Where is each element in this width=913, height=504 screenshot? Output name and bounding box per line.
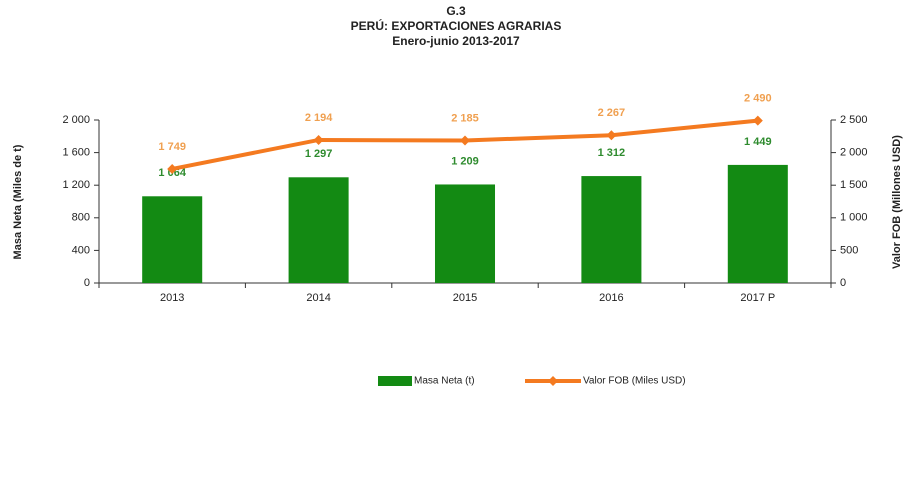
data-label: 1 297	[305, 148, 333, 160]
bar	[142, 196, 203, 283]
data-label: 1 449	[744, 136, 772, 148]
data-label: 2 267	[598, 107, 626, 119]
line-marker	[752, 115, 763, 126]
legend-label: Masa Neta (t)	[414, 376, 475, 387]
x-tick-label: 2013	[160, 292, 184, 304]
y2-axis-title: Valor FOB (Millones USD)	[891, 135, 903, 269]
data-label: 2 490	[744, 93, 772, 105]
y2-tick-label: 0	[840, 277, 846, 289]
y2-tick-label: 1 000	[840, 212, 868, 224]
y2-tick-label: 2 000	[840, 147, 868, 159]
line-marker	[167, 163, 178, 174]
bar	[727, 164, 788, 283]
y-tick-label: 800	[72, 212, 90, 224]
y-tick-label: 1 600	[62, 147, 90, 159]
bar	[434, 184, 496, 283]
data-label: 1 209	[451, 155, 479, 167]
data-label: 2 185	[451, 112, 479, 124]
x-tick-label: 2017 P	[740, 292, 775, 304]
line-marker	[460, 135, 470, 146]
chart-subtitle: Enero-junio 2013-2017	[392, 34, 520, 48]
chart-title: G.3	[446, 4, 466, 18]
bar	[581, 176, 642, 283]
y-tick-label: 400	[72, 244, 90, 256]
y-axis-title: Masa Neta (Miles de t)	[12, 144, 24, 259]
data-label: 1 749	[158, 141, 186, 153]
x-tick-label: 2014	[306, 292, 330, 304]
y-tick-label: 1 200	[62, 179, 90, 191]
chart-subtitle: PERÚ: EXPORTACIONES AGRARIAS	[351, 18, 562, 33]
y-tick-label: 2 000	[62, 114, 90, 126]
bar	[288, 177, 349, 283]
x-tick-label: 2016	[599, 292, 623, 304]
data-label: 2 194	[305, 112, 333, 124]
line-marker	[313, 134, 324, 145]
y2-tick-label: 2 500	[840, 114, 868, 126]
legend-swatch	[378, 376, 412, 386]
y-tick-label: 0	[84, 277, 90, 289]
data-label: 1 312	[598, 147, 626, 159]
y2-tick-label: 1 500	[840, 179, 868, 191]
legend-swatch	[548, 376, 558, 386]
y2-tick-label: 500	[840, 244, 858, 256]
line-marker	[606, 130, 617, 141]
legend-label: Valor FOB (Miles USD)	[583, 376, 686, 387]
x-tick-label: 2015	[453, 292, 477, 304]
